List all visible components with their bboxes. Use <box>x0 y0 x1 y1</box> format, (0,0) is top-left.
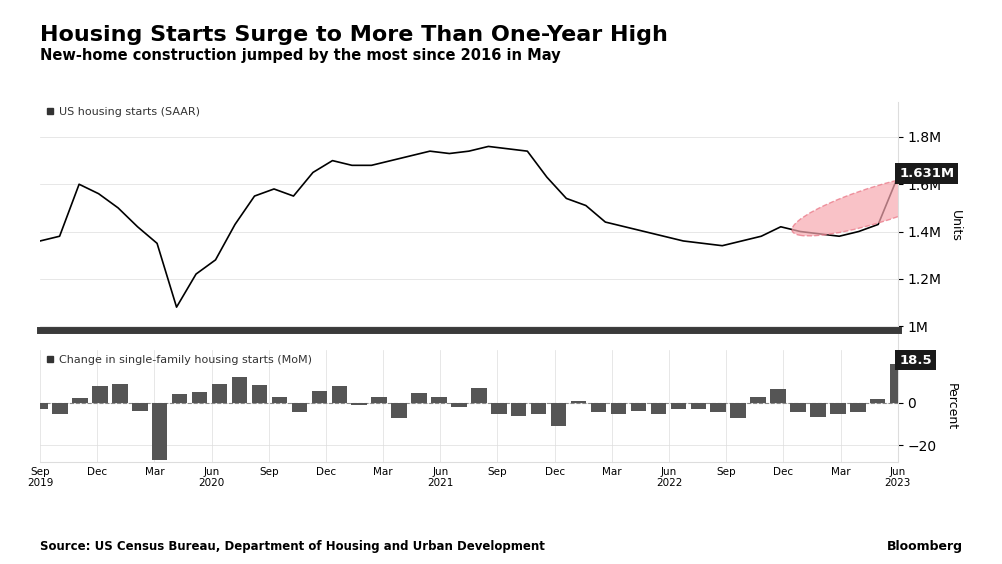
Bar <box>152 403 167 460</box>
Text: 1.631M: 1.631M <box>899 167 954 180</box>
Bar <box>391 403 407 418</box>
Bar <box>650 403 665 413</box>
Bar <box>191 392 207 403</box>
Bar <box>371 396 387 403</box>
Ellipse shape <box>792 173 963 236</box>
Text: Housing Starts Surge to More Than One-Year High: Housing Starts Surge to More Than One-Ye… <box>40 25 667 45</box>
Legend: US housing starts (SAAR): US housing starts (SAAR) <box>46 107 199 117</box>
Bar <box>132 403 147 411</box>
Bar <box>211 384 227 403</box>
Bar <box>869 399 885 403</box>
Text: New-home construction jumped by the most since 2016 in May: New-home construction jumped by the most… <box>40 48 560 63</box>
Bar <box>889 364 905 403</box>
Bar <box>411 393 426 403</box>
Bar <box>351 403 367 405</box>
Bar <box>709 403 725 412</box>
Bar <box>570 401 586 403</box>
Bar <box>630 403 645 411</box>
Bar <box>530 403 546 413</box>
Bar <box>689 403 705 409</box>
Bar <box>590 403 605 412</box>
Y-axis label: Units: Units <box>949 210 961 241</box>
Bar <box>810 403 825 417</box>
Bar <box>231 377 247 403</box>
Text: Source: US Census Bureau, Department of Housing and Urban Development: Source: US Census Bureau, Department of … <box>40 540 544 553</box>
Bar <box>850 403 865 412</box>
Bar <box>790 403 805 412</box>
Bar <box>830 403 845 413</box>
Bar <box>92 386 107 403</box>
Bar <box>550 403 566 426</box>
Bar <box>471 388 486 403</box>
Bar <box>770 389 785 403</box>
Bar <box>431 396 446 403</box>
Bar <box>52 403 68 413</box>
Y-axis label: Percent: Percent <box>944 382 957 430</box>
Bar <box>171 394 187 403</box>
Bar <box>112 384 127 403</box>
Bar <box>670 403 685 409</box>
Bar <box>511 403 526 416</box>
Text: 18.5: 18.5 <box>899 354 931 367</box>
Bar <box>491 403 506 413</box>
Text: Bloomberg: Bloomberg <box>886 540 962 553</box>
Bar <box>252 385 267 403</box>
Bar <box>332 386 347 403</box>
Bar <box>610 403 625 413</box>
Bar <box>292 403 307 412</box>
Bar <box>451 403 466 407</box>
Bar <box>272 396 287 403</box>
Bar <box>312 391 327 403</box>
Bar <box>749 396 766 403</box>
Legend: Change in single-family housing starts (MoM): Change in single-family housing starts (… <box>46 355 312 365</box>
Bar <box>729 403 745 418</box>
Bar <box>32 403 48 409</box>
Bar <box>72 398 87 403</box>
